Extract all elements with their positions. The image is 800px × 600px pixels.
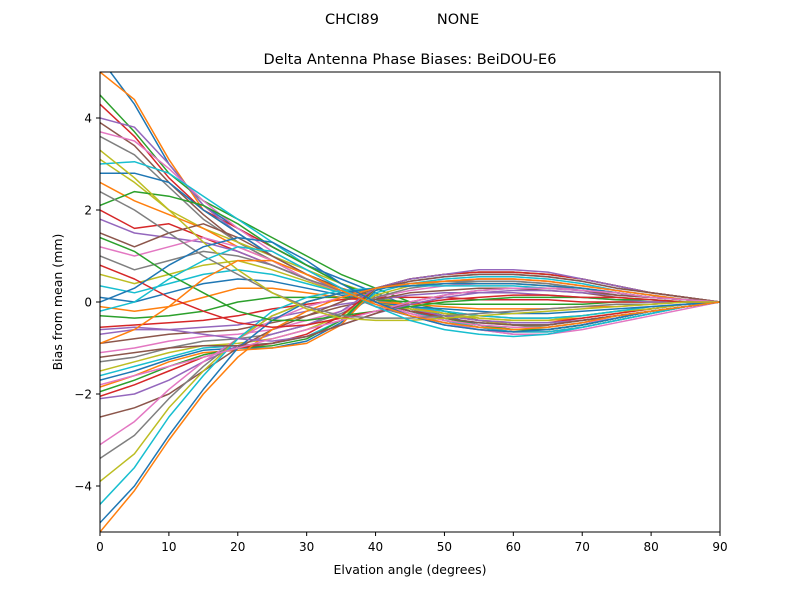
x-tick-label: 70 [575, 540, 590, 554]
x-tick-label: 0 [96, 540, 104, 554]
x-tick-label: 50 [437, 540, 452, 554]
x-axis-ticks: 0 10 20 30 40 50 60 70 80 90 [96, 532, 728, 554]
series-line-50 [100, 246, 720, 338]
suptitle-station: CHCI89 [325, 12, 379, 28]
series-line-52 [100, 259, 720, 345]
x-tick-label: 90 [712, 540, 727, 554]
x-tick-label: 80 [643, 540, 658, 554]
series-line-43 [100, 236, 720, 322]
series-line-24 [100, 296, 720, 329]
x-axis-label: Elvation angle (degrees) [333, 562, 486, 577]
series-layer [100, 72, 720, 532]
x-tick-label: 20 [230, 540, 245, 554]
y-tick-label: 0 [84, 296, 92, 310]
x-tick-label: 60 [506, 540, 521, 554]
y-tick-label: −4 [74, 480, 92, 494]
y-axis-label: Bias from mean (mm) [50, 234, 65, 371]
y-tick-label: −2 [74, 388, 92, 402]
y-tick-label: 2 [84, 204, 92, 218]
x-tick-label: 40 [368, 540, 383, 554]
y-tick-label: 4 [84, 112, 92, 126]
series-line-47 [100, 287, 720, 386]
suptitle-radome: NONE [437, 12, 479, 28]
y-axis-ticks: −4 −2 0 2 4 [74, 112, 100, 494]
chart-title: Delta Antenna Phase Biases: BeiDOU-E6 [264, 52, 557, 68]
series-line-48 [100, 190, 720, 319]
series-line-42 [100, 278, 720, 532]
x-tick-label: 30 [299, 540, 314, 554]
x-tick-label: 10 [161, 540, 176, 554]
